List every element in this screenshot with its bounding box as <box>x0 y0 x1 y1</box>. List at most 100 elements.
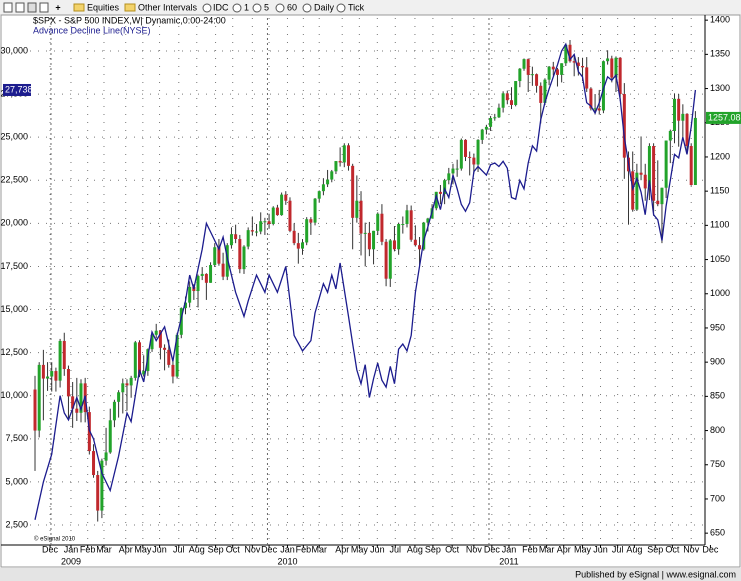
candle-body <box>263 221 267 223</box>
candle-body <box>346 145 350 166</box>
y2-tick-label: 1350 <box>710 49 730 59</box>
candle-body <box>497 107 501 118</box>
toolbar-item[interactable]: Tick <box>348 2 365 12</box>
y2-tick-label: 1100 <box>710 220 729 230</box>
candle-body <box>409 210 413 240</box>
candle-body <box>422 222 426 250</box>
chart-frame <box>0 14 741 568</box>
last-price-label: 1257.08 <box>708 112 741 122</box>
candle-body <box>585 67 589 89</box>
last-value-box <box>3 83 31 96</box>
toolbar-item[interactable]: 60 <box>287 2 297 12</box>
candle-body <box>321 184 325 192</box>
y2-tick-label: 850 <box>710 391 725 401</box>
toolbar-item[interactable]: IDC <box>213 2 229 12</box>
candle-body <box>376 213 380 231</box>
year-label: 2011 <box>499 556 518 566</box>
candle-body <box>668 130 672 141</box>
candle-body <box>455 168 459 170</box>
candle-body <box>175 334 179 377</box>
x-tick-label: Dec <box>42 544 59 554</box>
x-tick-label: May <box>351 544 369 554</box>
candle-body <box>33 389 37 431</box>
candle-body <box>551 66 555 70</box>
candle-body <box>693 117 697 186</box>
line <box>34 42 697 520</box>
candle-body <box>46 376 50 379</box>
candle-body <box>401 223 405 225</box>
candle-body <box>547 66 551 80</box>
year-label: 2009 <box>61 556 81 566</box>
candle-body <box>154 330 158 335</box>
x-tick-label: Jan <box>64 544 79 554</box>
candle-body <box>581 65 585 68</box>
candle-body <box>493 117 497 119</box>
candle-body <box>593 108 597 110</box>
candle-body <box>309 219 313 223</box>
candle-body <box>509 100 513 105</box>
candle-body <box>480 129 484 140</box>
toolbar-item[interactable]: 1 <box>244 2 249 12</box>
candle-body <box>163 347 167 350</box>
radio <box>232 3 242 13</box>
candle-body <box>138 342 142 375</box>
candle-body <box>158 330 162 348</box>
candle-body <box>418 245 422 250</box>
x-tick-label: Jul <box>390 544 402 554</box>
toolbar-item[interactable]: 5 <box>264 2 269 12</box>
candle-body <box>284 194 288 201</box>
x-tick-label: Dec <box>484 544 501 554</box>
icon[interactable] <box>15 2 25 13</box>
candle-body <box>209 265 213 283</box>
candle-body <box>75 408 79 413</box>
y2-tick-label: 1050 <box>710 254 730 264</box>
candle-body <box>451 168 455 174</box>
x-tick-label: Oct <box>226 544 241 554</box>
y-tick-label: 25,000 <box>0 132 28 142</box>
x-tick-label: May <box>134 544 152 554</box>
candle-body <box>71 396 75 409</box>
candle-body <box>660 187 664 205</box>
toolbar-item[interactable]: Daily <box>314 2 335 12</box>
candle-body <box>610 58 614 78</box>
icon[interactable] <box>27 2 37 13</box>
candle-body <box>41 364 45 379</box>
candle-body <box>104 452 108 461</box>
candle-body <box>459 139 463 169</box>
candle-body <box>426 218 430 223</box>
candle-body <box>397 223 401 250</box>
x-tick-label: Oct <box>445 544 460 554</box>
toolbar-item[interactable]: Other Intervals <box>138 2 198 12</box>
toolbar-item[interactable]: Equities <box>87 2 120 12</box>
candle-body <box>468 156 472 158</box>
candle-body <box>522 59 526 69</box>
candle-body <box>664 140 668 188</box>
icon[interactable] <box>39 2 49 13</box>
candle-body <box>167 349 171 365</box>
y-tick-label: 10,000 <box>0 390 28 400</box>
candle-body <box>288 200 292 231</box>
y-tick-label: 5,000 <box>5 476 28 486</box>
candle-body <box>305 219 309 243</box>
candle-body <box>601 61 605 111</box>
y-tick-label: 17,500 <box>0 261 28 271</box>
icon[interactable] <box>3 2 13 13</box>
icon[interactable]: + <box>55 2 60 12</box>
candle-body <box>92 451 96 476</box>
candle-body <box>334 161 338 172</box>
candle-body <box>217 247 221 264</box>
candle-body <box>326 179 330 185</box>
candle-body <box>125 383 129 386</box>
candle-body <box>117 392 121 402</box>
candle-body <box>681 113 685 121</box>
x-tick-label: Nov <box>466 544 483 554</box>
candle-body <box>96 475 100 511</box>
candle-body <box>58 340 62 381</box>
candle-body <box>672 98 676 131</box>
last-price-box <box>706 111 741 124</box>
x-tick-label: Nov <box>244 544 261 554</box>
candle-body <box>355 200 359 218</box>
candle-body <box>413 239 417 246</box>
candle-body <box>564 44 568 64</box>
candle-body <box>271 207 275 224</box>
